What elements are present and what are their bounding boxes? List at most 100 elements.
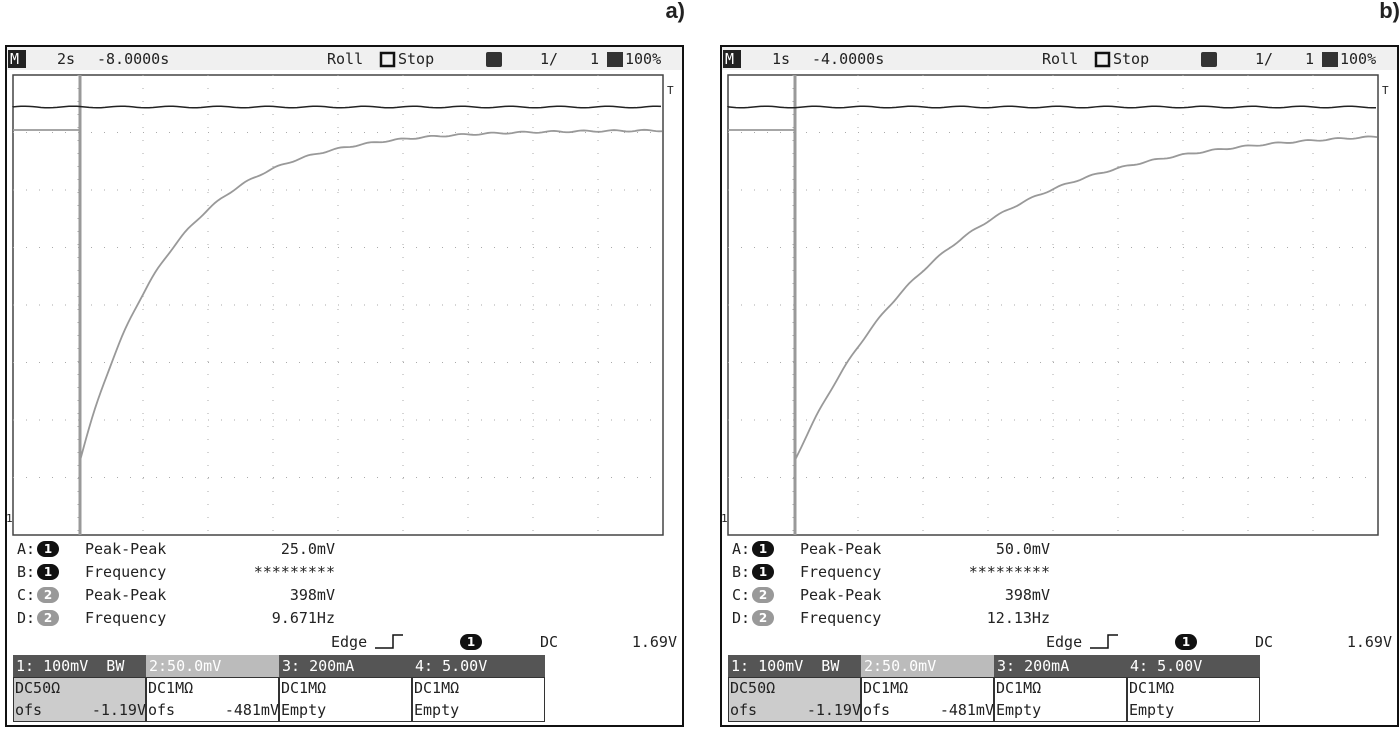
edge-icon [1090, 634, 1118, 649]
page: 1/ [540, 50, 559, 68]
trigger-type: Edge [331, 633, 368, 651]
measure-channel: 1 [37, 541, 59, 557]
channel-status: Empty [996, 701, 1042, 719]
position: -4.0000s [812, 50, 885, 68]
panel-frame [720, 45, 1399, 727]
channel-body [13, 677, 146, 722]
channel-head [146, 655, 279, 677]
channel-head [861, 655, 994, 677]
channel-status: Empty [1129, 701, 1175, 719]
offset-value: -481mV [939, 701, 994, 719]
channel-head [728, 655, 861, 677]
measure-value: 12.13Hz [986, 609, 1050, 627]
offset-label: ofs [863, 701, 891, 719]
acquisition: Roll [327, 50, 364, 68]
edge-icon [375, 634, 403, 649]
channel-head [13, 655, 146, 677]
mode: M [725, 50, 735, 68]
channel-head [279, 655, 412, 677]
measure-channel: 2 [752, 610, 774, 626]
measure-slot: A: [732, 540, 751, 558]
panel-frame [5, 45, 684, 727]
measure-slot: D: [732, 609, 751, 627]
trigger-level: 1.69V [1346, 633, 1392, 651]
state-icon [379, 51, 396, 68]
measure-name: Peak-Peak [85, 586, 167, 604]
offset-label: ofs [148, 701, 176, 719]
measure-value: ********* [253, 563, 335, 581]
trigger-level: 1.69V [631, 633, 677, 651]
ch2-trace [728, 129, 1378, 461]
ground-marker: 1 [721, 512, 728, 525]
measure-value: ********* [968, 563, 1050, 581]
measure-name: Frequency [800, 563, 882, 581]
channel-head-text: 2:50.0mV [149, 657, 222, 675]
channel-body [279, 677, 412, 722]
measure-name: Peak-Peak [800, 586, 882, 604]
channel-head [994, 655, 1127, 677]
measure-channel: 2 [37, 587, 59, 603]
trigger-channel: 1 [1175, 634, 1197, 650]
offset-label: ofs [730, 701, 758, 719]
measure-slot: B: [17, 563, 36, 581]
channel-coupling: DC1MΩ [281, 679, 327, 697]
offset-value: -1.19V [806, 701, 861, 719]
channel-head-text: 1: 100mV BW [731, 657, 840, 675]
channel-body [994, 677, 1127, 722]
offset-label: ofs [15, 701, 43, 719]
measure-channel: 1 [752, 564, 774, 580]
pages: 1 [590, 50, 600, 68]
channel-status: Empty [414, 701, 460, 719]
trigger-type: Edge [1046, 633, 1083, 651]
offset-value: -1.19V [91, 701, 146, 719]
channel-coupling: DC1MΩ [1129, 679, 1175, 697]
channel-head-text: 4: 5.00V [415, 657, 488, 675]
measure-channel: 2 [37, 610, 59, 626]
position: -8.0000s [97, 50, 170, 68]
header-bar [722, 47, 1397, 70]
measure-name: Frequency [800, 609, 882, 627]
measure-channel: 2 [752, 587, 774, 603]
channel-head-text: 2:50.0mV [864, 657, 937, 675]
ground-marker: 1 [6, 512, 13, 525]
timebase: 2s [57, 50, 76, 68]
trigger-channel: 1 [460, 634, 482, 650]
channel-coupling: DC1MΩ [863, 679, 909, 697]
zoom: 100% [1340, 50, 1377, 68]
page-icon [486, 52, 502, 67]
channel-body [728, 677, 861, 722]
measure-value: 9.671Hz [271, 609, 335, 627]
state-icon [1094, 51, 1111, 68]
page: 1/ [1255, 50, 1274, 68]
measure-channel: 1 [752, 541, 774, 557]
measure-channel: 1 [37, 564, 59, 580]
mode: M [10, 50, 20, 68]
channel-coupling: DC1MΩ [148, 679, 194, 697]
trigger-marker: T [667, 84, 674, 97]
trigger-coupling: DC [1255, 633, 1274, 651]
channel-coupling: DC50Ω [15, 679, 61, 697]
measure-slot: D: [17, 609, 36, 627]
channel-head [412, 655, 545, 677]
channel-head-text: 4: 5.00V [1130, 657, 1203, 675]
offset-value: -481mV [224, 701, 279, 719]
state: Stop [398, 50, 435, 68]
ch2-trace [13, 128, 663, 462]
channel-head-text: 3: 200mA [997, 657, 1070, 675]
measure-name: Peak-Peak [85, 540, 167, 558]
channel-body [146, 677, 279, 722]
zoom-icon [607, 52, 623, 67]
measure-slot: C: [17, 586, 36, 604]
measure-slot: C: [732, 586, 751, 604]
state: Stop [1113, 50, 1150, 68]
measure-value: 25.0mV [280, 540, 335, 558]
channel-body [412, 677, 545, 722]
channel-body [1127, 677, 1260, 722]
pages: 1 [1305, 50, 1315, 68]
zoom: 100% [625, 50, 662, 68]
page-icon [1201, 52, 1217, 67]
measure-value: 50.0mV [995, 540, 1050, 558]
measure-value: 398mV [289, 586, 335, 604]
